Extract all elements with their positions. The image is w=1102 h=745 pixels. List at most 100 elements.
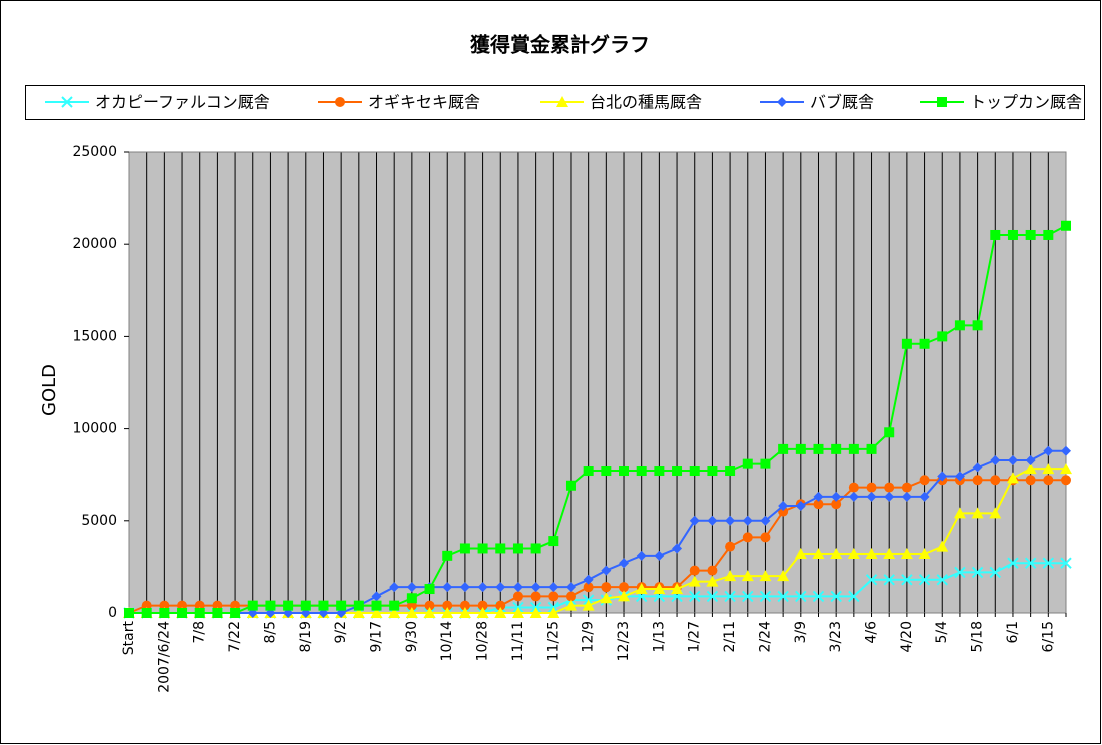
marker: [866, 443, 877, 454]
marker: [672, 543, 683, 554]
x-tick-label: 8/5: [262, 621, 278, 644]
marker: [459, 543, 470, 554]
marker: [725, 515, 736, 526]
marker: [141, 608, 152, 618]
marker: [794, 547, 807, 559]
legend-label: バブ厩舎: [810, 93, 874, 112]
x-tick-label: 4/20: [899, 621, 915, 652]
marker: [919, 338, 930, 349]
marker: [1061, 220, 1071, 231]
marker: [265, 600, 276, 611]
chart-title: 獲得賞金累計グラフ: [470, 33, 650, 57]
marker: [1042, 557, 1055, 569]
marker: [918, 574, 931, 586]
marker: [619, 466, 630, 477]
y-tick-label: 20000: [72, 236, 117, 252]
marker: [1007, 454, 1018, 465]
marker: [847, 547, 860, 559]
marker: [424, 584, 435, 595]
marker: [442, 600, 453, 611]
marker: [831, 499, 842, 510]
marker: [742, 515, 753, 526]
x-tick-label: 1/13: [651, 621, 667, 652]
legend-marker: [335, 97, 345, 107]
marker: [954, 471, 965, 482]
marker: [1060, 557, 1072, 569]
marker: [583, 574, 594, 585]
marker: [1043, 475, 1054, 486]
marker: [741, 570, 754, 582]
marker: [654, 550, 665, 561]
marker: [619, 582, 630, 593]
marker: [689, 565, 700, 576]
marker: [583, 466, 594, 477]
marker: [865, 547, 878, 559]
marker: [1025, 229, 1036, 240]
marker: [636, 466, 647, 477]
x-tick-label: 11/25: [545, 621, 561, 661]
marker: [971, 507, 984, 519]
marker: [777, 590, 789, 603]
marker: [706, 575, 719, 587]
marker: [159, 608, 170, 618]
marker: [441, 607, 454, 618]
x-tick-label: 6/15: [1040, 621, 1056, 652]
marker: [389, 600, 400, 611]
marker: [405, 607, 418, 618]
marker: [477, 600, 488, 611]
marker: [990, 454, 1001, 465]
marker: [883, 547, 896, 559]
x-tick-label: 4/6: [864, 621, 880, 644]
x-tick-label: 12/9: [581, 621, 597, 652]
marker: [778, 443, 789, 454]
marker: [1042, 463, 1055, 475]
marker: [636, 550, 647, 561]
legend-marker: [61, 96, 73, 108]
x-tick-label: 8/19: [298, 621, 314, 652]
x-tick-label: 5/18: [970, 621, 986, 652]
marker: [919, 491, 930, 502]
marker: [458, 607, 471, 618]
marker: [901, 574, 913, 586]
marker: [724, 590, 736, 603]
marker: [901, 482, 912, 493]
marker: [760, 458, 771, 469]
marker: [1025, 475, 1036, 486]
marker: [831, 443, 842, 454]
marker: [1024, 463, 1037, 475]
marker: [459, 600, 470, 611]
marker: [1061, 445, 1071, 456]
marker: [530, 582, 541, 593]
marker: [530, 591, 541, 602]
marker: [459, 582, 470, 593]
legend-marker: [777, 97, 787, 107]
marker: [618, 590, 631, 602]
marker: [406, 582, 417, 593]
marker: [971, 566, 984, 579]
x-tick-label: 9/30: [404, 621, 420, 652]
marker: [884, 427, 895, 438]
marker: [124, 608, 134, 618]
marker: [564, 599, 577, 611]
marker: [866, 482, 877, 493]
marker: [318, 600, 329, 611]
marker: [777, 570, 790, 582]
marker: [990, 475, 1001, 486]
marker: [601, 466, 612, 477]
legend-marker: [937, 97, 947, 107]
marker: [495, 543, 506, 554]
y-tick-label: 0: [108, 605, 117, 621]
marker: [477, 582, 488, 593]
marker: [778, 501, 789, 512]
marker: [884, 491, 895, 502]
marker: [1060, 463, 1072, 475]
marker: [759, 590, 772, 603]
marker: [582, 599, 595, 611]
marker: [1025, 454, 1036, 465]
marker: [795, 501, 806, 512]
marker: [707, 515, 718, 526]
marker: [1006, 472, 1019, 484]
marker: [689, 466, 700, 477]
marker: [706, 590, 719, 603]
marker: [918, 547, 931, 559]
